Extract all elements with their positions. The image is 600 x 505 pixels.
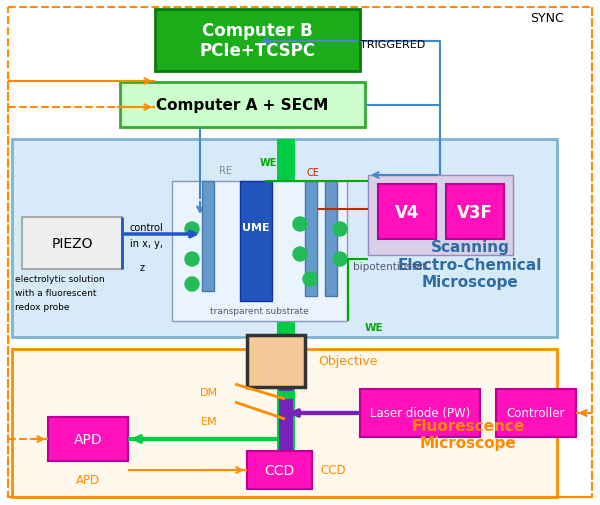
Bar: [368, 176, 513, 256]
Text: Objective: Objective: [318, 355, 377, 368]
Text: Computer B
PCIe+TCSPC: Computer B PCIe+TCSPC: [199, 22, 316, 60]
Circle shape: [333, 252, 347, 267]
Bar: [277, 140, 295, 451]
Text: SYNC: SYNC: [530, 12, 564, 25]
Bar: [279, 361, 293, 391]
Text: Scanning
Electro-Chemical
Microscope: Scanning Electro-Chemical Microscope: [398, 240, 542, 289]
Text: electrolytic solution: electrolytic solution: [15, 275, 104, 284]
Text: APD: APD: [76, 473, 100, 486]
Bar: [277, 349, 295, 451]
Bar: [12, 349, 557, 497]
Text: UME: UME: [242, 223, 270, 232]
Text: Fluorescence
Microscope: Fluorescence Microscope: [412, 418, 524, 450]
Bar: [48, 417, 128, 461]
Text: redox probe: redox probe: [15, 303, 70, 312]
Text: control: control: [130, 223, 164, 232]
Text: bipotentiostat: bipotentiostat: [353, 262, 427, 272]
Text: CE: CE: [307, 168, 319, 178]
Text: WE: WE: [365, 322, 383, 332]
Text: PIEZO: PIEZO: [51, 236, 93, 250]
Text: with a fluorescent: with a fluorescent: [15, 289, 97, 298]
Text: in x, y,: in x, y,: [130, 238, 163, 248]
Text: CCD: CCD: [265, 463, 295, 477]
Bar: [240, 182, 272, 301]
Circle shape: [293, 247, 307, 262]
Bar: [202, 182, 214, 291]
Circle shape: [303, 273, 317, 286]
Text: APD: APD: [74, 432, 103, 446]
Bar: [496, 389, 576, 437]
Bar: [279, 399, 293, 451]
Text: RE: RE: [218, 166, 232, 176]
Circle shape: [333, 223, 347, 236]
Bar: [247, 335, 305, 387]
Bar: [120, 83, 365, 128]
Bar: [172, 182, 347, 321]
Bar: [22, 218, 122, 270]
Bar: [247, 451, 312, 489]
Bar: [378, 185, 436, 239]
Text: Computer A + SECM: Computer A + SECM: [157, 98, 329, 113]
Text: TRIGGERED: TRIGGERED: [360, 40, 425, 50]
Bar: [155, 10, 360, 72]
Text: Laser diode (PW): Laser diode (PW): [370, 407, 470, 420]
Circle shape: [185, 252, 199, 267]
Circle shape: [293, 218, 307, 231]
Text: CCD: CCD: [320, 464, 346, 477]
Text: EM: EM: [202, 416, 218, 426]
Bar: [305, 182, 317, 296]
Circle shape: [185, 223, 199, 236]
Bar: [12, 140, 557, 337]
Bar: [360, 389, 480, 437]
Text: DM: DM: [200, 387, 218, 397]
Text: WE: WE: [259, 158, 277, 168]
Text: z: z: [140, 263, 145, 273]
Text: V4: V4: [395, 203, 419, 221]
Text: V3F: V3F: [457, 203, 493, 221]
Text: transparent substrate: transparent substrate: [210, 307, 309, 316]
Bar: [446, 185, 504, 239]
Text: Controller: Controller: [507, 407, 565, 420]
Circle shape: [185, 277, 199, 291]
Bar: [325, 182, 337, 296]
